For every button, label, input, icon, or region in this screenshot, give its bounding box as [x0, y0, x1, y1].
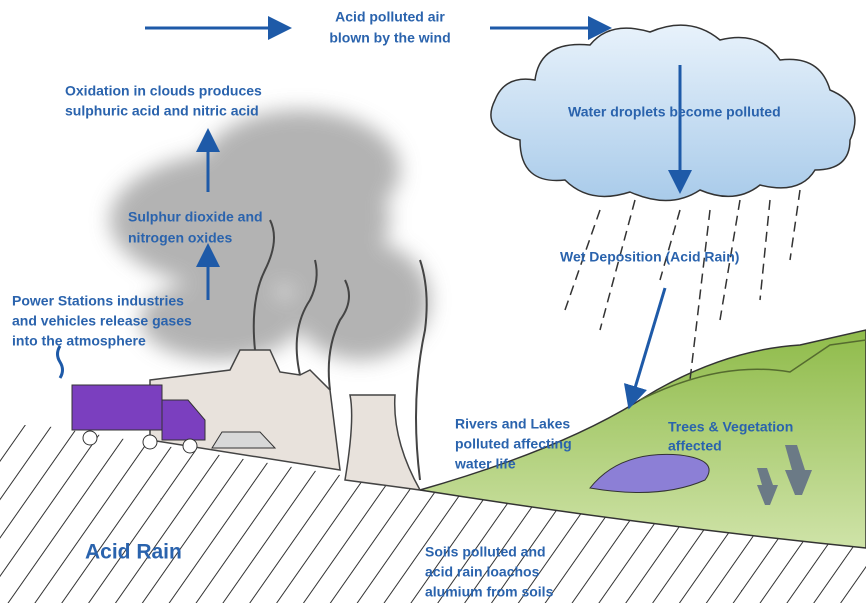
body: Acid polluted air blown by the wind Oxid… — [0, 0, 866, 603]
wheel — [183, 439, 197, 453]
label: Trees & Vegetation — [668, 419, 793, 435]
label: Wet Deposition (Acid Rain) — [560, 249, 739, 265]
label: Water droplets become polluted — [568, 104, 781, 120]
label: Sulphur dioxide and — [128, 209, 263, 225]
label: affected — [668, 438, 722, 454]
diagram: Acid polluted air blown by the wind Oxid… — [0, 0, 866, 603]
label: Soils polluted and — [425, 544, 546, 560]
truck-body — [72, 385, 162, 430]
label: acid rain loachos — [425, 564, 540, 580]
page: {"title":"Acid Rain", "labels":{ "wind":… — [0, 0, 866, 603]
label: polluted affecting — [455, 436, 572, 452]
label: blown by the wind — [329, 30, 450, 46]
exhaust — [58, 346, 63, 378]
title: Acid Rain — [85, 541, 182, 564]
label: Oxidation in clouds produces — [65, 83, 262, 99]
cooling-tower — [345, 395, 420, 490]
label: alumium from soils — [425, 584, 554, 600]
wheel — [143, 435, 157, 449]
label: Rivers and Lakes — [455, 416, 570, 432]
label: into the atmosphere — [12, 333, 146, 349]
label: sulphuric acid and nitric acid — [65, 103, 259, 119]
label: water life — [454, 456, 516, 472]
label: and vehicles release gases — [12, 313, 192, 329]
label: nitrogen oxides — [128, 230, 232, 246]
arrow — [632, 288, 665, 398]
label: Power Stations industries — [12, 293, 184, 309]
wheel — [83, 431, 97, 445]
label: Acid polluted air — [335, 9, 445, 25]
